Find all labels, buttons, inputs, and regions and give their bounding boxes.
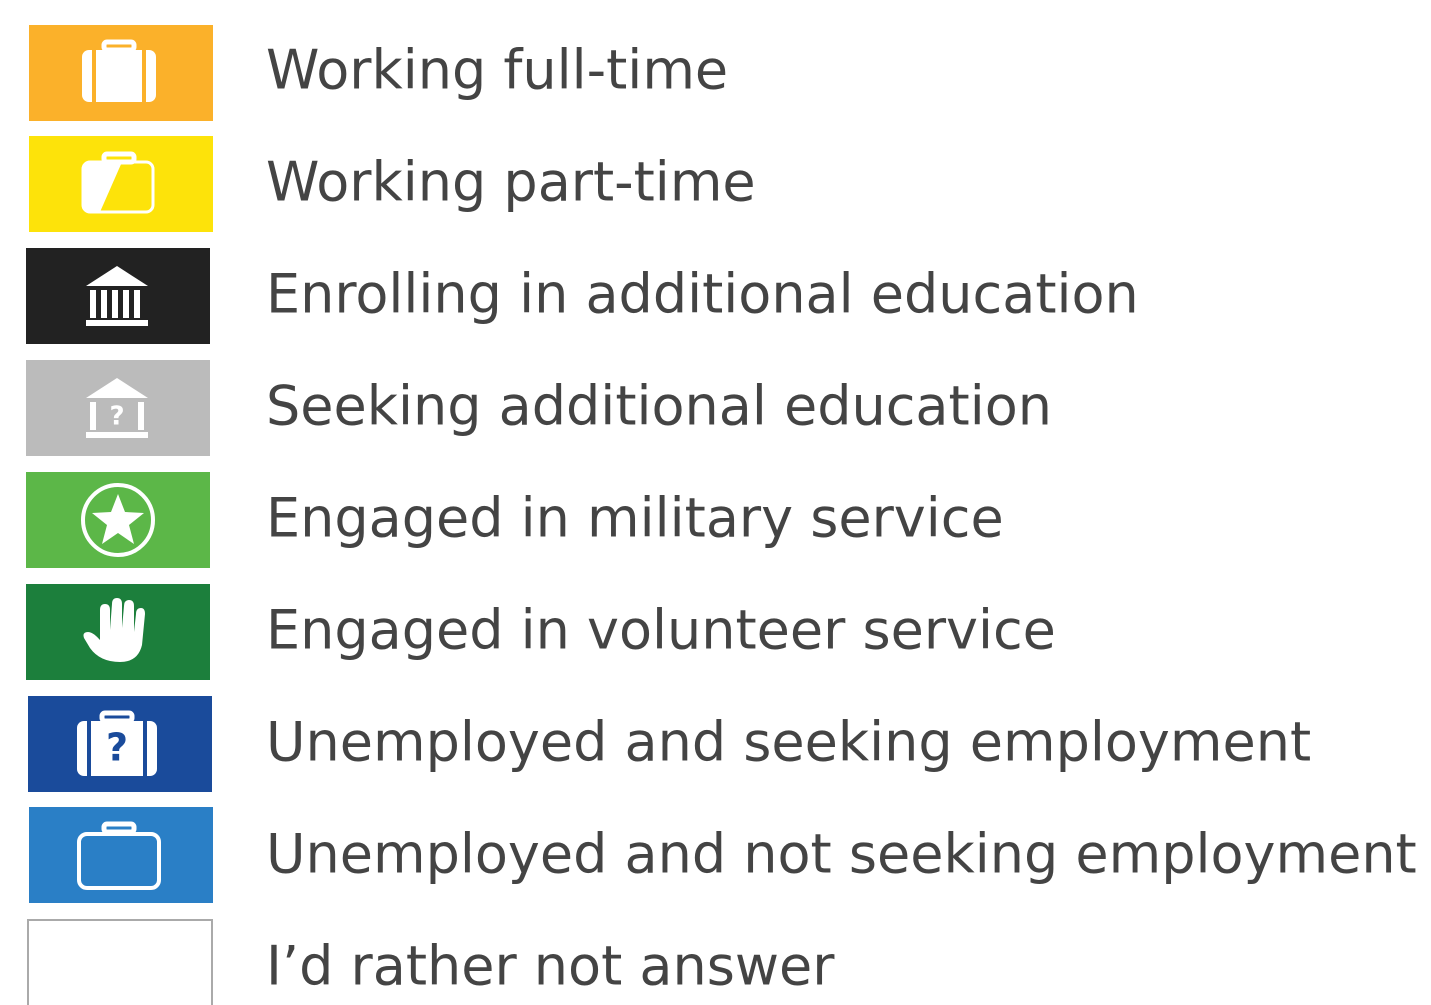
legend-row: ? Seeking additional education [26, 360, 1052, 456]
legend-row: Working full-time [29, 25, 728, 121]
label: Unemployed and seeking employment [266, 711, 1311, 774]
legend-row: Engaged in volunteer service [26, 584, 1056, 680]
legend-row: I’d rather not answer [27, 919, 835, 1005]
swatch [29, 136, 213, 232]
label: Enrolling in additional education [266, 263, 1139, 326]
icon-briefcase [82, 39, 156, 102]
icon-hand [83, 598, 145, 662]
icon-briefcase-half [81, 151, 155, 214]
label: I’d rather not answer [266, 935, 835, 998]
legend-row: Enrolling in additional education [26, 248, 1139, 344]
label: Working part-time [266, 151, 756, 214]
svg-text:?: ? [109, 402, 124, 432]
label: Unemployed and not seeking employment [266, 823, 1417, 886]
icon-star [81, 483, 155, 557]
svg-text:?: ? [106, 726, 128, 770]
label: Working full-time [266, 39, 728, 102]
label: Seeking additional education [266, 375, 1052, 438]
legend-row: Unemployed and not seeking employment [29, 807, 1417, 903]
swatch [27, 919, 213, 1005]
legend-row: Working part-time [29, 136, 756, 232]
icon-briefcase-outline [77, 821, 161, 890]
swatch [26, 360, 210, 456]
icon-building [86, 266, 148, 326]
label: Engaged in volunteer service [266, 599, 1056, 662]
legend-row: ? Unemployed and seeking employment [28, 696, 1311, 792]
legend-row: Engaged in military service [26, 472, 1004, 568]
icon-building-question: ? [86, 378, 148, 438]
label: Engaged in military service [266, 487, 1004, 550]
icon-briefcase-question: ? [77, 710, 157, 776]
